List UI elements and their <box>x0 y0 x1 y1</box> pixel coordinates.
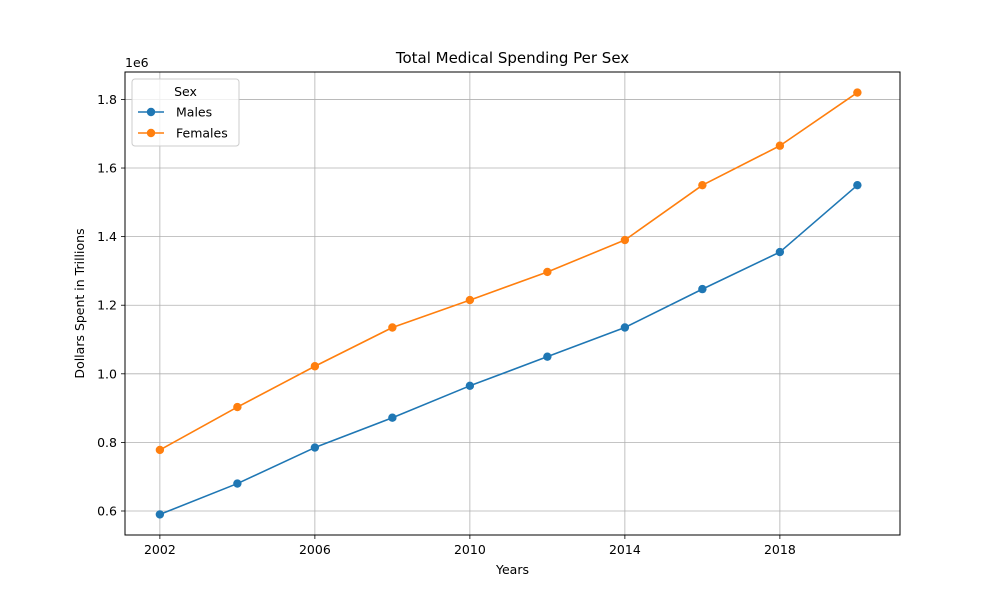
y-tick-label: 1.0 <box>97 366 117 381</box>
x-tick-label: 2006 <box>299 542 331 557</box>
data-point-males <box>543 352 552 361</box>
data-point-males <box>853 180 862 190</box>
y-axis-ticks: 0.6 0.8 1.0 1.2 1.4 1.6 1.8 <box>97 92 125 518</box>
x-axis-ticks: 2002 2006 2010 2014 2018 <box>144 535 796 557</box>
data-point-females <box>853 88 862 97</box>
x-tick-label: 2014 <box>609 542 641 557</box>
series-females <box>155 88 862 455</box>
y-tick-label: 1.8 <box>97 92 117 107</box>
data-point-females <box>465 295 475 305</box>
data-point-females <box>698 180 707 190</box>
legend-swatch-marker-females <box>146 128 156 138</box>
legend-items: Males Females <box>138 105 228 141</box>
data-point-males <box>620 323 630 332</box>
x-axis-label: Years <box>495 562 529 577</box>
y-tick-label: 1.6 <box>97 161 117 176</box>
x-tick-label: 2002 <box>144 542 176 557</box>
legend-label-males: Males <box>176 105 212 120</box>
legend-swatch-marker-males <box>146 107 156 117</box>
legend-label-females: Females <box>176 126 228 141</box>
series-line-males <box>159 184 858 516</box>
data-point-females <box>775 141 785 150</box>
data-point-males <box>775 247 785 257</box>
data-point-males <box>388 413 397 422</box>
series-males <box>155 180 862 519</box>
data-point-males <box>698 284 707 294</box>
data-point-females <box>388 323 397 332</box>
x-tick-label: 2018 <box>764 542 796 557</box>
data-point-males <box>155 510 165 519</box>
data-point-females <box>233 402 242 412</box>
data-point-females <box>543 267 552 277</box>
y-tick-label: 0.6 <box>97 503 117 518</box>
series-layer <box>155 88 862 519</box>
series-line-females <box>159 91 858 451</box>
data-point-males <box>310 443 320 452</box>
data-point-males <box>233 479 242 488</box>
legend: Sex Males Females <box>131 78 240 147</box>
plot-frame <box>124 71 901 536</box>
x-tick-label: 2010 <box>454 542 486 557</box>
data-point-females <box>620 235 630 245</box>
y-axis-label: Dollars Spent in Trillions <box>72 228 87 378</box>
chart-title: Total Medical Spending Per Sex <box>395 49 629 67</box>
y-tick-label: 0.8 <box>97 435 117 450</box>
data-point-males <box>465 381 475 391</box>
legend-title: Sex <box>174 84 197 99</box>
legend-box <box>131 78 240 147</box>
data-point-females <box>155 445 165 455</box>
y-tick-label: 1.4 <box>97 229 117 244</box>
data-point-females <box>310 362 320 371</box>
y-axis-offset-label: 1e6 <box>125 55 149 70</box>
y-tick-label: 1.2 <box>97 298 117 313</box>
